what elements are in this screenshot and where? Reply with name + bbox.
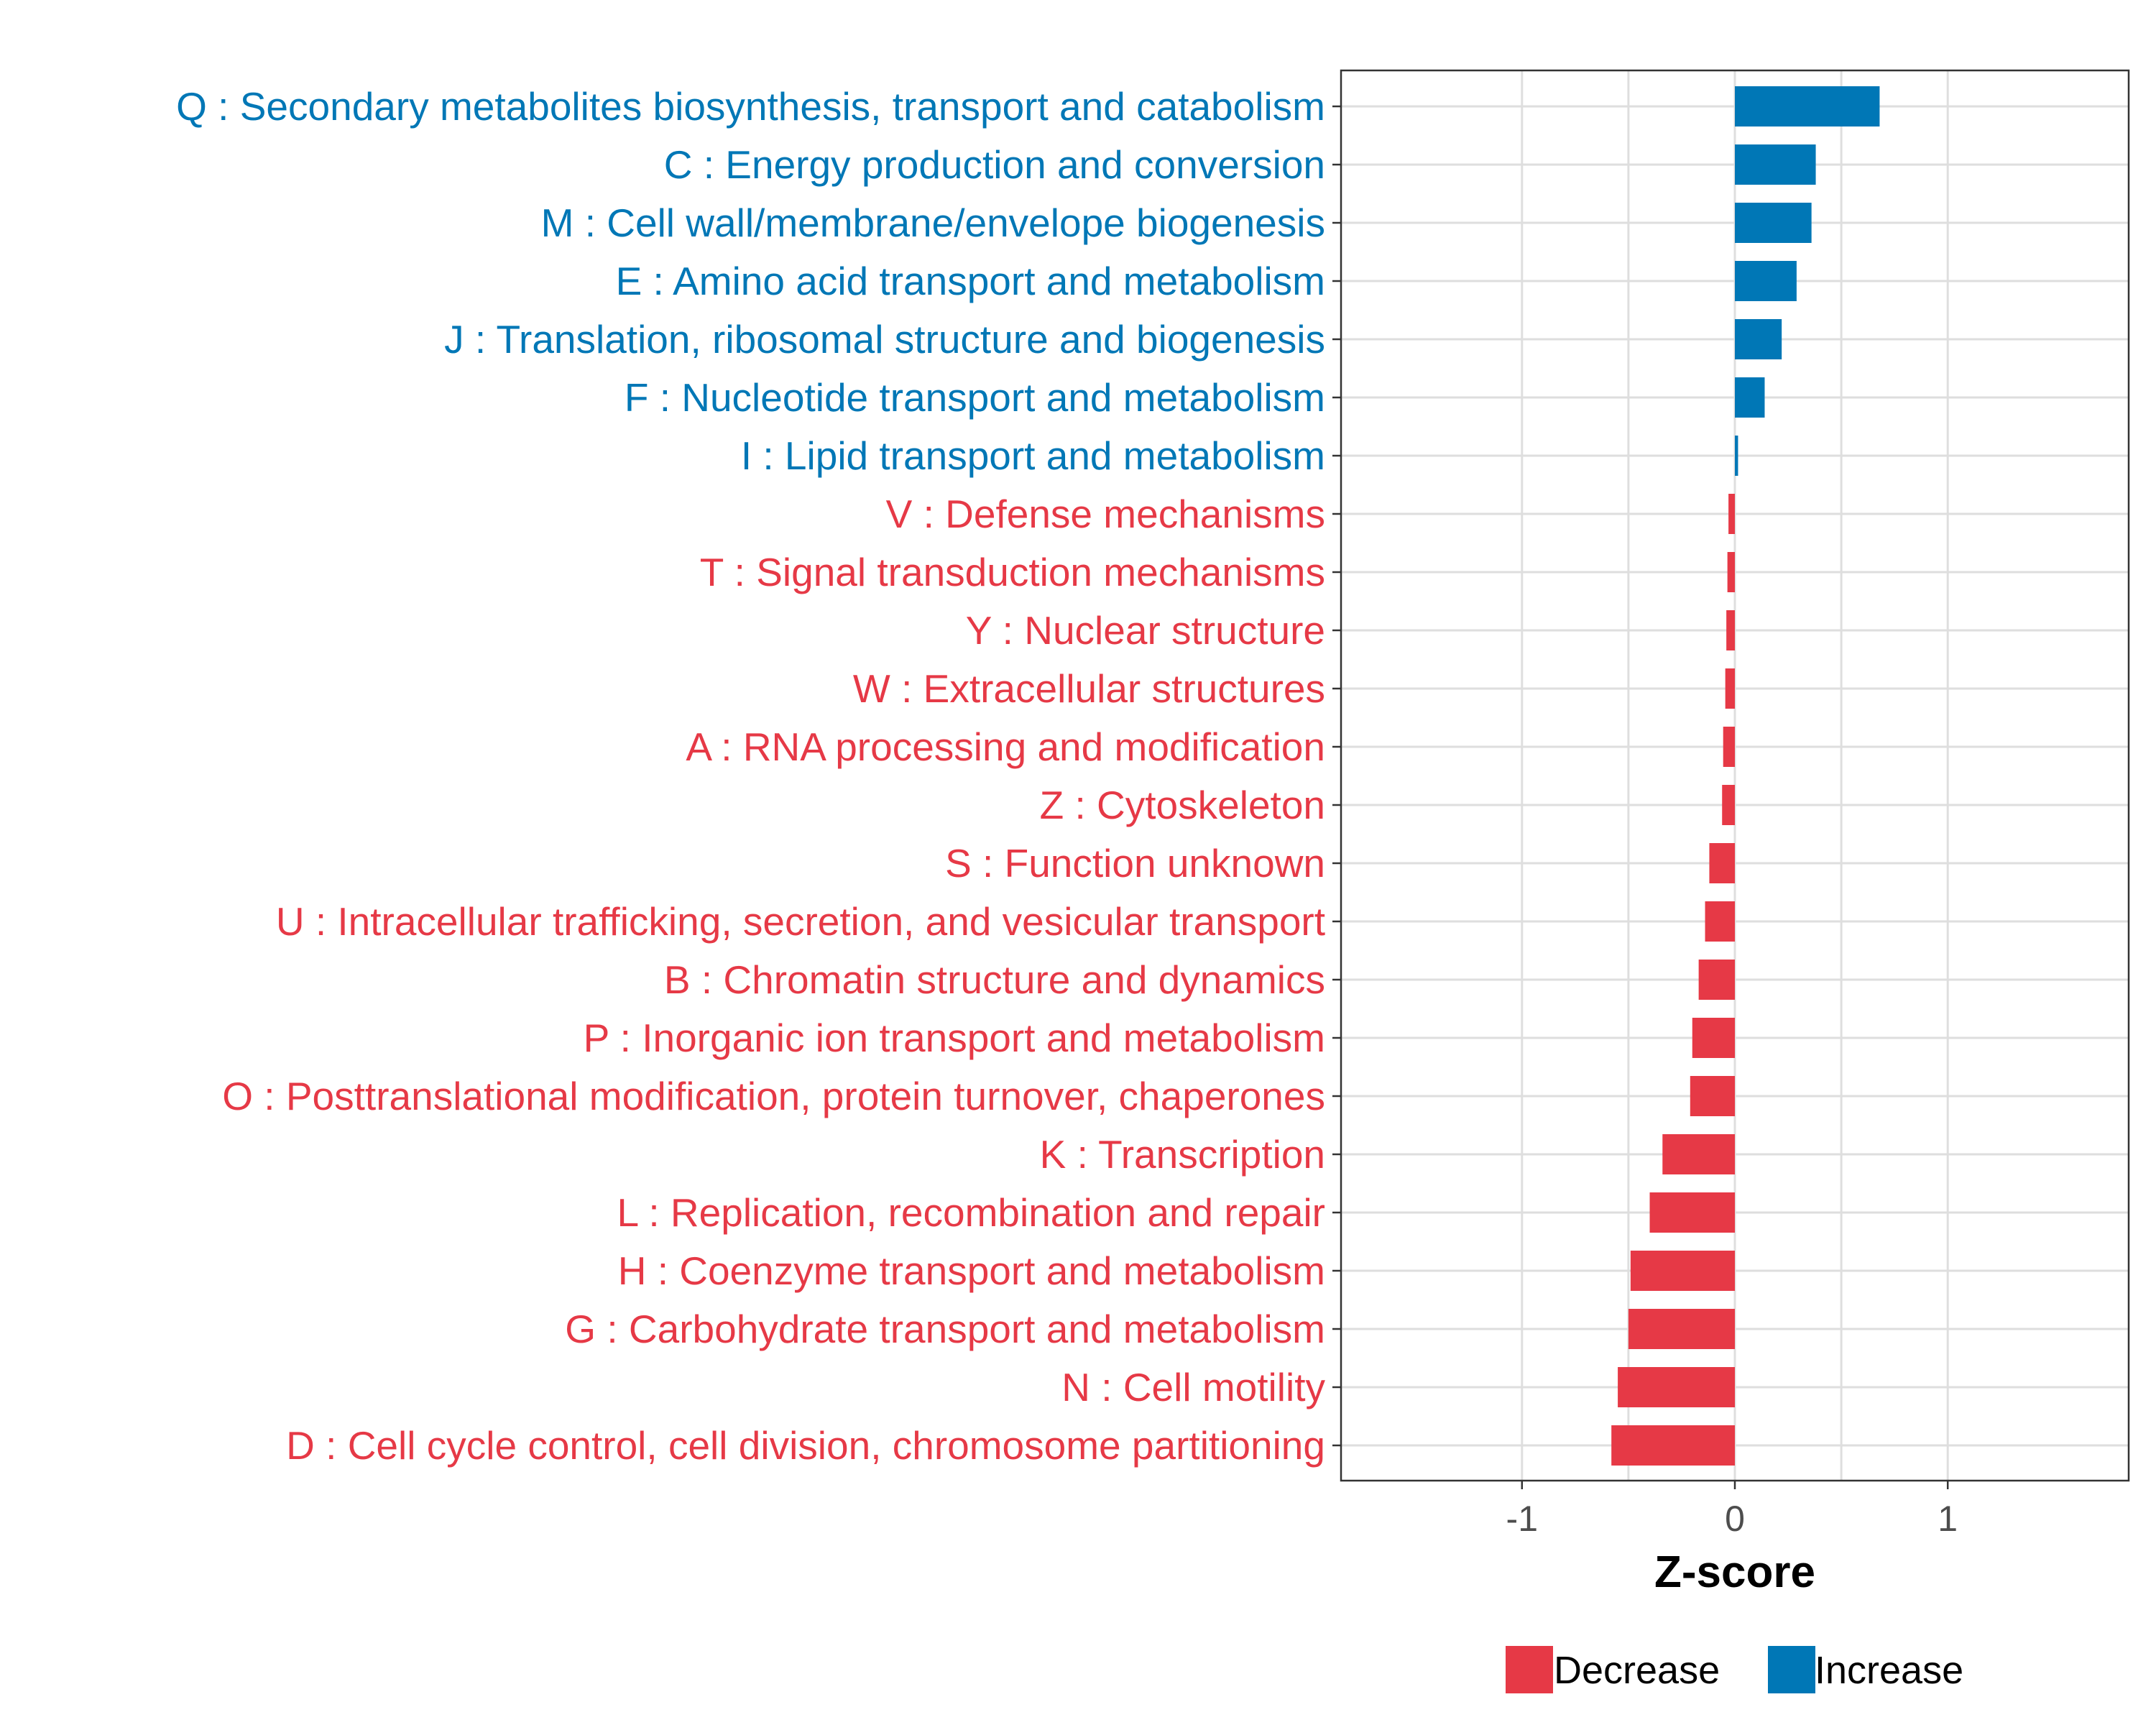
x-tick-label: -1 [1506, 1499, 1538, 1539]
bar-decrease [1725, 668, 1735, 709]
category-label: O : Posttranslational modification, prot… [222, 1074, 1325, 1118]
category-label: J : Translation, ribosomal structure and… [444, 317, 1325, 362]
category-label: W : Extracellular structures [853, 666, 1325, 711]
legend-key-decrease [1506, 1646, 1553, 1693]
bar-decrease [1649, 1192, 1735, 1233]
x-tick-label: 0 [1725, 1499, 1745, 1539]
category-label: D : Cell cycle control, cell division, c… [286, 1423, 1325, 1468]
bar-increase [1735, 436, 1738, 476]
category-label: I : Lipid transport and metabolism [741, 433, 1325, 478]
legend-key-increase [1768, 1646, 1815, 1693]
bar-decrease [1690, 1076, 1735, 1116]
category-label: L : Replication, recombination and repai… [617, 1190, 1325, 1235]
bar-decrease [1723, 727, 1735, 767]
category-label: Y : Nuclear structure [966, 608, 1325, 653]
bar-increase [1735, 203, 1812, 243]
legend-label-increase: Increase [1815, 1649, 1963, 1692]
category-label: T : Signal transduction mechanisms [700, 550, 1325, 594]
category-label: A : RNA processing and modification [686, 724, 1325, 769]
bar-decrease [1692, 1018, 1735, 1058]
x-tick-labels: -1 0 1 [1506, 1499, 1958, 1539]
bar-decrease [1698, 960, 1735, 1000]
category-label: M : Cell wall/membrane/envelope biogenes… [541, 201, 1325, 245]
category-label: K : Transcription [1040, 1132, 1325, 1177]
category-label: B : Chromatin structure and dynamics [664, 957, 1325, 1002]
x-tick-label: 1 [1938, 1499, 1958, 1539]
category-label: E : Amino acid transport and metabolism [616, 259, 1325, 303]
bar-decrease [1628, 1309, 1735, 1349]
legend: Decrease Increase [1506, 1646, 1963, 1693]
category-label: S : Function unknown [945, 841, 1325, 886]
category-label: U : Intracellular trafficking, secretion… [276, 899, 1325, 944]
bar-increase [1735, 144, 1816, 185]
bar-decrease [1722, 785, 1735, 825]
bar-increase [1735, 377, 1765, 418]
bar-increase [1735, 319, 1782, 359]
bar-decrease [1662, 1134, 1735, 1174]
bar-increase [1735, 86, 1880, 126]
bar-decrease [1705, 901, 1735, 942]
category-label: G : Carbohydrate transport and metabolis… [565, 1307, 1325, 1351]
legend-label-decrease: Decrease [1554, 1649, 1720, 1692]
category-label: C : Energy production and conversion [664, 142, 1325, 187]
category-labels: Q : Secondary metabolites biosynthesis, … [176, 84, 1325, 1468]
category-label: Z : Cytoskeleton [1040, 783, 1325, 827]
axis-ticks [1332, 105, 1949, 1489]
bar-increase [1735, 261, 1797, 301]
bar-decrease [1618, 1367, 1735, 1407]
category-label: P : Inorganic ion transport and metaboli… [584, 1016, 1325, 1060]
category-label: F : Nucleotide transport and metabolism [625, 375, 1325, 420]
category-label: H : Coenzyme transport and metabolism [618, 1248, 1325, 1293]
bars [1611, 86, 1880, 1466]
x-axis-title: Z-score [1654, 1547, 1815, 1597]
bar-decrease [1611, 1425, 1735, 1466]
bar-decrease [1727, 552, 1735, 592]
category-label: V : Defense mechanisms [886, 492, 1325, 536]
bar-decrease [1709, 843, 1735, 883]
bar-decrease [1630, 1251, 1735, 1291]
category-label: N : Cell motility [1061, 1365, 1325, 1409]
bar-decrease [1726, 610, 1735, 650]
category-label: Q : Secondary metabolites biosynthesis, … [176, 84, 1325, 129]
bar-decrease [1728, 494, 1735, 534]
